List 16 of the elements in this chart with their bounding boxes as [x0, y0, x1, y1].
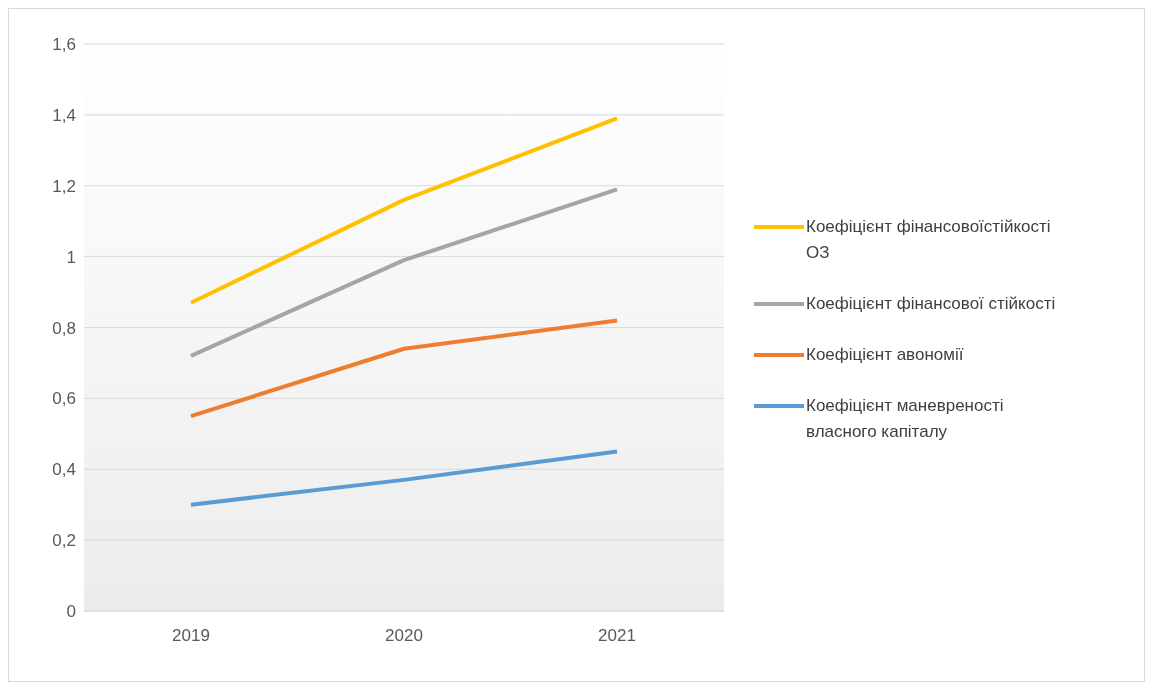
x-tick-label: 2019: [172, 626, 210, 646]
y-tick-label: 1,6: [52, 35, 76, 55]
x-tick-label: 2021: [598, 626, 636, 646]
y-tick-label: 0: [66, 602, 76, 622]
legend-label: Коефіцієнт фінансової стійкості: [806, 293, 1056, 315]
legend-label: Коефіцієнт фінансовоїстійкості ОЗ: [806, 216, 1052, 264]
legend-label: Коефіцієнт маневреності власного капіталу: [806, 395, 1005, 443]
y-tick-label: 0,6: [52, 389, 76, 409]
y-tick-label: 0,8: [52, 318, 76, 338]
y-tick-label: 0,4: [52, 460, 76, 480]
x-tick-label: 2020: [385, 626, 423, 646]
legend-label: Коефіцієнт авономії: [806, 344, 964, 366]
y-tick-label: 1,2: [52, 176, 76, 196]
y-tick-label: 1,4: [52, 105, 76, 125]
y-tick-label: 1: [66, 247, 76, 267]
y-tick-label: 0,2: [52, 531, 76, 551]
